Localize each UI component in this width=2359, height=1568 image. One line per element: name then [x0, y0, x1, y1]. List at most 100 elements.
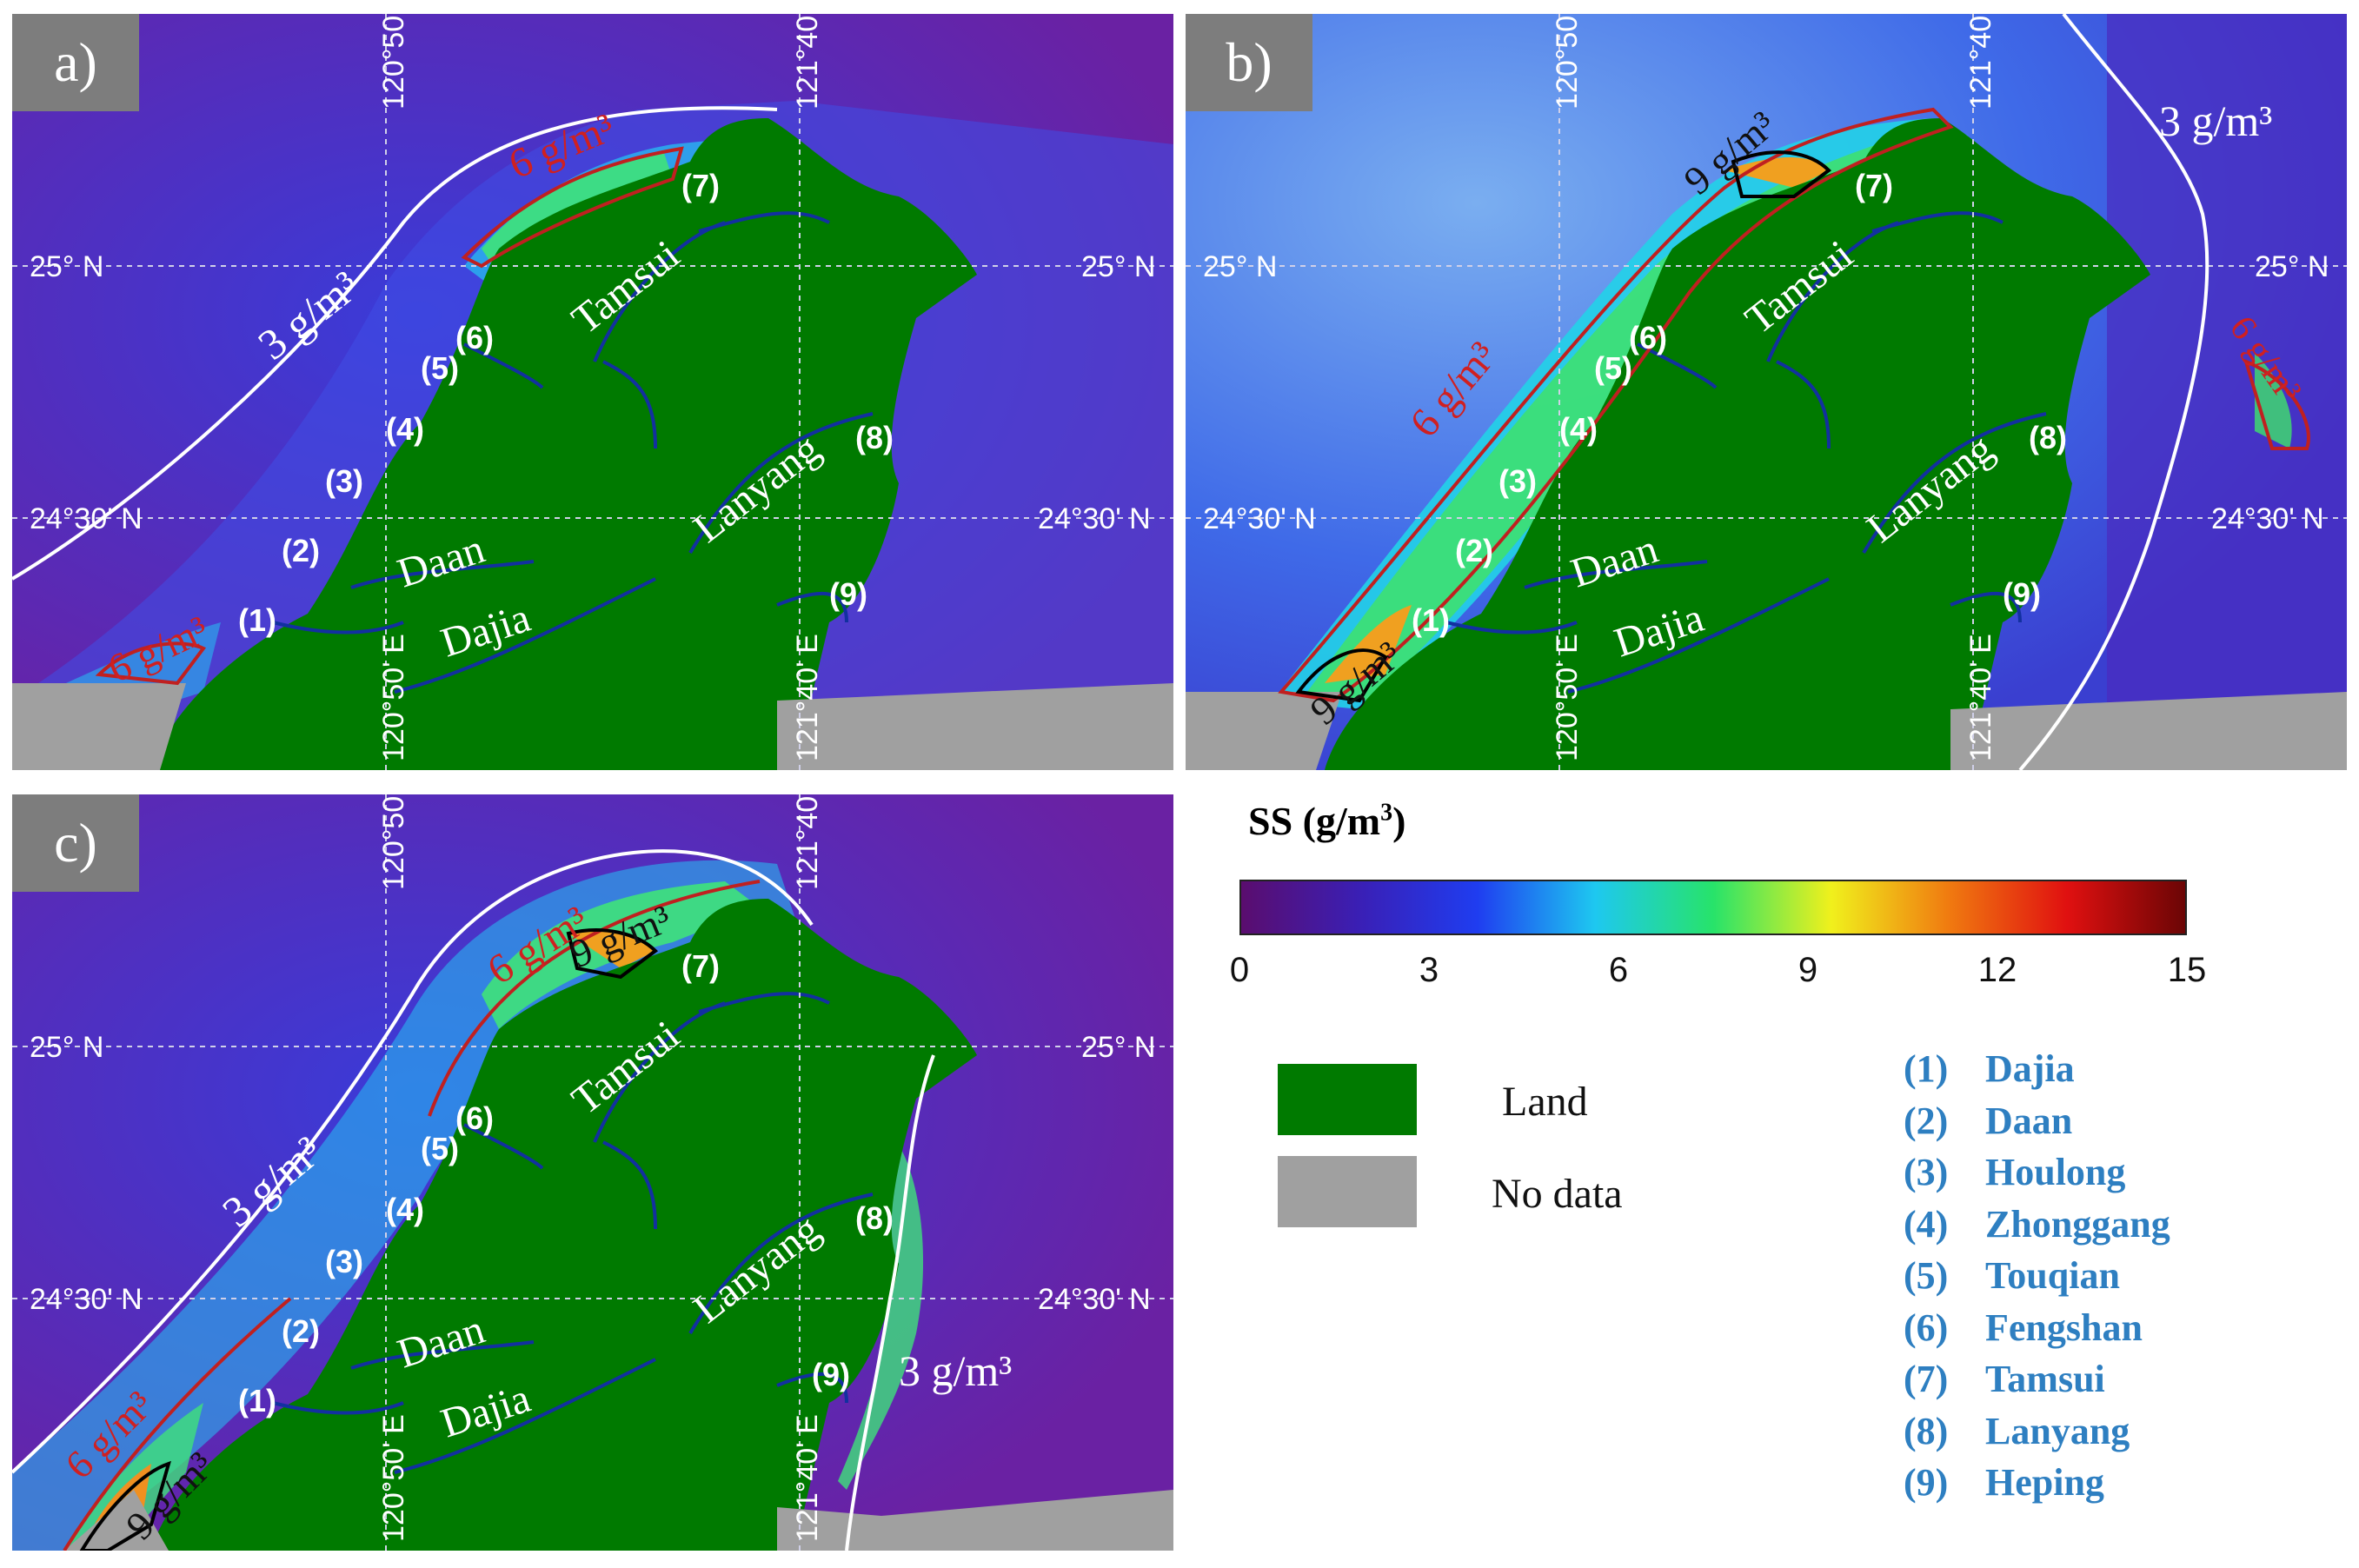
river-key-number: (6) — [1904, 1306, 1949, 1349]
land-area — [151, 118, 977, 770]
lon-label: 120°50' E — [377, 634, 410, 761]
river-key-name: Fengshan — [1985, 1306, 2143, 1349]
river-number: (6) — [455, 1100, 494, 1136]
lon-label: 120°50' E — [1551, 634, 1584, 761]
contour-9 — [1731, 150, 1832, 198]
contour-3 — [12, 106, 778, 581]
river-number: (9) — [812, 1357, 850, 1392]
lat-label: 25° N — [2255, 250, 2329, 283]
lon-label: 121°40' E — [1964, 634, 1997, 761]
river-number: (9) — [2003, 576, 2041, 612]
lat-label: 24°30' N — [30, 1283, 143, 1316]
colorbar-tick-label: 0 — [1229, 951, 1250, 989]
lon-label: 120°50' E — [1551, 14, 1584, 110]
contour-9 — [1295, 648, 1388, 703]
colorbar-tick-label: 3 — [1419, 951, 1439, 989]
river-number: (7) — [681, 948, 720, 984]
contour-6 — [63, 1297, 292, 1551]
river-number: (4) — [1559, 411, 1598, 447]
land-label: Land — [1502, 1079, 1588, 1125]
river-key-number: (7) — [1904, 1358, 1949, 1400]
river-key-name: Touqian — [1985, 1254, 2120, 1297]
graticule — [1186, 14, 2347, 770]
river-key-name: Tamsui — [1985, 1358, 2105, 1400]
river-number: (7) — [681, 168, 720, 203]
river-number: (1) — [238, 602, 276, 638]
river-key-item: (7) Tamsui — [1904, 1357, 2105, 1401]
river-key-number: (8) — [1904, 1409, 1949, 1452]
river-key-number: (2) — [1904, 1099, 1949, 1142]
colorbar-tick-label: 15 — [2167, 951, 2207, 989]
river-key-item: (1) Dajia — [1904, 1046, 2075, 1091]
contour-9 — [566, 928, 659, 980]
lon-label: 120°50' E — [377, 794, 410, 890]
river-number: (7) — [1855, 168, 1893, 203]
lat-label: 24°30' N — [1203, 502, 1316, 535]
river-number: (3) — [325, 1244, 363, 1279]
river-key-number: (5) — [1904, 1254, 1949, 1297]
river-key-item: (9) Heping — [1904, 1460, 2104, 1505]
river-lines — [1445, 211, 2047, 694]
lon-label: 120°50' E — [377, 14, 410, 110]
land-area — [151, 899, 977, 1551]
lon-label: 120°50' E — [377, 1414, 410, 1542]
river-numbers: (1) (2) (3) (4) (5) (6) (7) (8) (9) — [238, 948, 894, 1419]
contour-6 — [1278, 107, 1954, 703]
colorbar-title: SS (g/m3) — [1248, 798, 1405, 844]
river-key-name: Daan — [1985, 1099, 2073, 1142]
river-key-name: Houlong — [1985, 1151, 2126, 1193]
nodata-area — [1186, 692, 1342, 770]
lat-label: 24°30' N — [2211, 502, 2324, 535]
river-number: (2) — [282, 533, 320, 568]
land-area — [1325, 118, 2150, 770]
river-number: (2) — [282, 1313, 320, 1349]
river-number: (6) — [455, 320, 494, 355]
lon-label: 121°40' E — [791, 1414, 824, 1542]
river-number: (6) — [1629, 320, 1667, 355]
graticule-labels: 120°50' E 121°40' E 120°50' E 121°40' E … — [30, 14, 1155, 761]
river-number: (8) — [855, 1200, 894, 1236]
graticule — [12, 14, 1173, 770]
map-panel-a: 3 g/m³ 6 g/m³ 6 g/m³ 120°50' E 121°40' E… — [12, 14, 1173, 770]
contour-6 — [2243, 358, 2310, 450]
contour-3 — [2018, 14, 2209, 770]
river-lines — [272, 992, 874, 1474]
lon-label: 121°40' E — [791, 634, 824, 761]
river-key-number: (1) — [1904, 1047, 1949, 1090]
nodata-label: No data — [1492, 1171, 1623, 1217]
lon-label: 121°40' E — [1964, 14, 1997, 110]
graticule-labels: 120°50' E 121°40' E 120°50' E 121°40' E … — [30, 794, 1155, 1542]
river-key-number: (9) — [1904, 1461, 1949, 1504]
river-numbers: (1) (2) (3) (4) (5) (6) (7) (8) (9) — [238, 168, 894, 638]
river-number: (1) — [238, 1383, 276, 1419]
contour-6 — [95, 641, 207, 686]
nodata-area — [12, 683, 186, 770]
river-key-name: Zhonggang — [1985, 1202, 2170, 1246]
contour-6 — [428, 880, 761, 1117]
contour-9 — [79, 1460, 171, 1551]
lon-label: 121°40' E — [791, 794, 824, 890]
river-key-item: (8) Lanyang — [1904, 1409, 2130, 1453]
panel-label: c) — [12, 794, 139, 892]
lat-label: 25° N — [30, 1031, 103, 1064]
graticule — [12, 794, 1173, 1551]
colorbar-tick-label: 9 — [1797, 951, 1818, 989]
river-key-name: Dajia — [1985, 1047, 2075, 1090]
river-key-item: (4) Zhonggang — [1904, 1202, 2170, 1246]
colorbar-tick-label: 12 — [1977, 951, 2017, 989]
river-key-item: (6) Fengshan — [1904, 1306, 2143, 1350]
river-number: (3) — [325, 463, 363, 499]
lat-label: 25° N — [30, 250, 103, 283]
river-key-number: (4) — [1904, 1202, 1949, 1246]
river-number: (5) — [1594, 350, 1632, 386]
river-key-item: (5) Touqian — [1904, 1253, 2120, 1298]
lat-label: 25° N — [1203, 250, 1277, 283]
lat-label: 24°30' N — [1038, 502, 1151, 535]
nodata-area — [777, 1490, 1173, 1551]
lat-label: 24°30' N — [1038, 1283, 1151, 1316]
colorbar — [1239, 880, 2187, 935]
panel-label: b) — [1186, 14, 1312, 111]
map-a-svg: 3 g/m³ 6 g/m³ 6 g/m³ 120°50' E 121°40' E… — [12, 14, 1173, 770]
river-numbers: (1) (2) (3) (4) (5) (6) (7) (8) (9) — [1412, 168, 2067, 638]
contour-label-3: 3 g/m³ — [2159, 96, 2272, 145]
